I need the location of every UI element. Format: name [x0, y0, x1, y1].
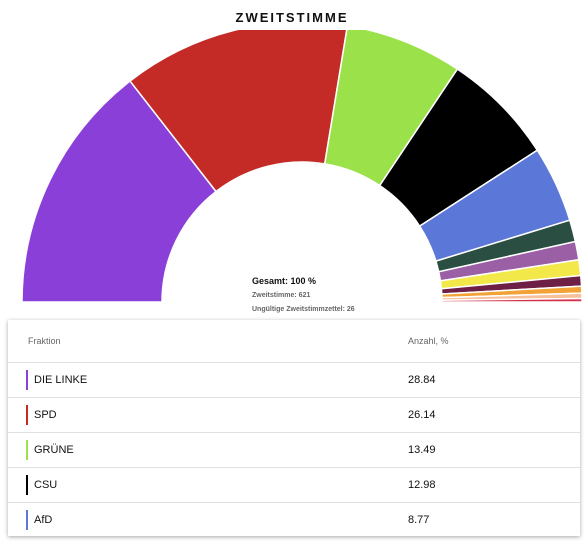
party-color-swatch — [26, 440, 28, 460]
party-color-swatch — [26, 510, 28, 530]
party-share: 26.14 — [408, 409, 436, 421]
party-color-swatch — [26, 405, 28, 425]
invalid-votes-label: Ungültige Zweitstimmzettel: 26 — [252, 306, 355, 313]
party-name: GRÜNE — [34, 444, 74, 456]
table-row: SPD 26.14 — [8, 398, 580, 433]
chart-title: ZWEITSTIMME — [235, 10, 349, 25]
table-row: AfD 8.77 — [8, 503, 580, 537]
column-header-count: Anzahl, % — [408, 336, 449, 346]
party-color-swatch — [26, 475, 28, 495]
total-label: Gesamt: 100 % — [252, 276, 317, 286]
party-name: SPD — [34, 409, 57, 421]
party-share: 28.84 — [408, 374, 436, 386]
party-name: AfD — [34, 514, 53, 526]
party-name: CSU — [34, 479, 58, 491]
column-header-fraction: Fraktion — [28, 336, 61, 346]
table-row: CSU 12.98 — [8, 468, 580, 503]
table-body: DIE LINKE 28.84 SPD 26.14 GRÜNE 13.49 CSU 12.98… — [8, 363, 580, 537]
party-share: 12.98 — [408, 479, 436, 491]
party-share: 8.77 — [408, 514, 430, 526]
chart-center-info: Gesamt: 100 % Zweitstimme: 621 Ungültige… — [252, 276, 392, 313]
semicircle-donut-chart — [21, 30, 583, 303]
party-share: 13.49 — [408, 444, 436, 456]
slice-spd[interactable] — [128, 30, 348, 193]
table-row: DIE LINKE 28.84 — [8, 363, 580, 398]
results-table: Fraktion Anzahl, % DIE LINKE 28.84 SPD 26.1… — [8, 320, 580, 536]
party-color-swatch — [26, 370, 28, 390]
votes-label: Zweitstimme: 621 — [252, 292, 311, 299]
table-header: Fraktion Anzahl, % — [8, 320, 580, 363]
slice-other-11[interactable] — [441, 297, 583, 303]
party-name: DIE LINKE — [34, 374, 88, 386]
table-row: GRÜNE 13.49 — [8, 433, 580, 468]
slice-die-linke[interactable] — [21, 79, 218, 303]
